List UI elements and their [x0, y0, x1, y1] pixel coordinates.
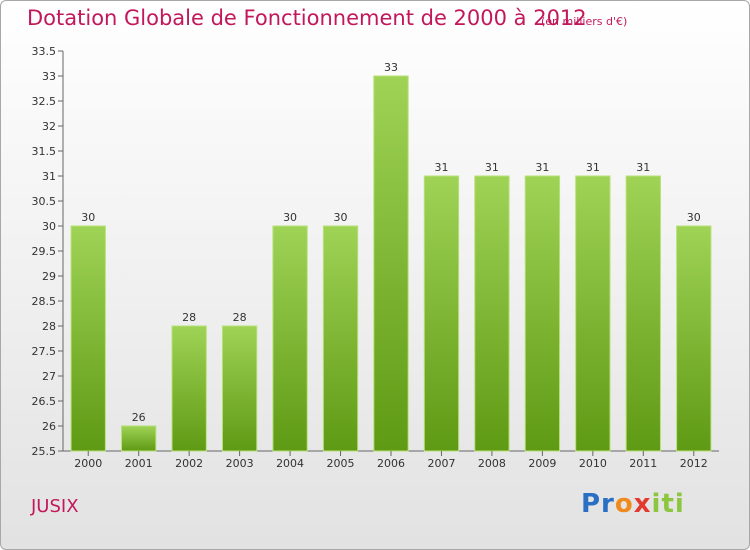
value-label-2000: 30 — [81, 211, 95, 224]
logo-part-4: iti — [651, 489, 685, 519]
x-tick-label-2007: 2007 — [427, 457, 455, 470]
value-label-2007: 31 — [434, 161, 448, 174]
y-tick-label: 30.5 — [32, 195, 57, 208]
y-tick-label: 33 — [42, 70, 56, 83]
x-tick-label-2011: 2011 — [629, 457, 657, 470]
y-tick-label: 30 — [42, 220, 56, 233]
y-tick-label: 31.5 — [32, 145, 57, 158]
bar-2012 — [676, 225, 712, 452]
value-label-2005: 30 — [334, 211, 348, 224]
x-tick-label-2005: 2005 — [327, 457, 355, 470]
bar-2006 — [373, 75, 409, 452]
bar-2008 — [474, 175, 510, 452]
bar-2004 — [272, 225, 308, 452]
chart-subtitle: (en milliers d'€) — [541, 15, 628, 28]
x-tick-label-2003: 2003 — [226, 457, 254, 470]
proxiti-logo[interactable]: Proxiti — [581, 489, 685, 519]
bar-2005 — [322, 225, 359, 452]
y-tick-label: 27 — [42, 370, 56, 383]
value-label-2011: 31 — [636, 161, 650, 174]
value-label-2001: 26 — [132, 411, 146, 424]
logo-part-3: x — [633, 489, 652, 519]
y-tick-label: 32 — [42, 120, 56, 133]
commune-label: JUSIX — [31, 496, 79, 517]
bar-2007 — [423, 175, 460, 452]
y-tick-label: 29.5 — [32, 245, 57, 258]
y-tick-label: 26 — [42, 420, 56, 433]
bar-2000 — [70, 225, 106, 452]
chart-title: Dotation Globale de Fonctionnement de 20… — [27, 6, 587, 30]
bar-2002 — [171, 325, 207, 452]
logo-part-2: o — [614, 489, 634, 519]
value-label-2010: 31 — [586, 161, 600, 174]
y-tick-label: 27.5 — [32, 345, 57, 358]
x-tick-label-2006: 2006 — [377, 457, 405, 470]
bar-2001 — [121, 425, 157, 452]
y-tick-label: 25.5 — [32, 445, 57, 458]
x-tick-label-2002: 2002 — [175, 457, 203, 470]
bar-2009 — [524, 175, 561, 452]
value-label-2002: 28 — [182, 311, 196, 324]
value-label-2012: 30 — [687, 211, 701, 224]
value-label-2004: 30 — [283, 211, 297, 224]
x-tick-label-2008: 2008 — [478, 457, 506, 470]
value-label-2009: 31 — [535, 161, 549, 174]
y-tick-label: 29 — [42, 270, 56, 283]
bar-2003 — [221, 325, 258, 452]
value-label-2008: 31 — [485, 161, 499, 174]
y-tick-label: 26.5 — [32, 395, 57, 408]
bar-2011 — [625, 175, 661, 452]
logo-part-1: Pr — [581, 489, 615, 519]
y-tick-label: 28.5 — [32, 295, 57, 308]
x-tick-label-2001: 2001 — [125, 457, 153, 470]
y-tick-label: 32.5 — [32, 95, 57, 108]
y-tick-label: 31 — [42, 170, 56, 183]
x-tick-label-2010: 2010 — [579, 457, 607, 470]
x-tick-label-2012: 2012 — [680, 457, 708, 470]
y-tick-label: 33.5 — [32, 45, 57, 58]
bar-2010 — [575, 175, 611, 452]
value-label-2003: 28 — [233, 311, 247, 324]
value-label-2006: 33 — [384, 61, 398, 74]
x-tick-label-2004: 2004 — [276, 457, 304, 470]
x-tick-label-2009: 2009 — [528, 457, 556, 470]
x-tick-label-2000: 2000 — [74, 457, 102, 470]
y-tick-label: 28 — [42, 320, 56, 333]
